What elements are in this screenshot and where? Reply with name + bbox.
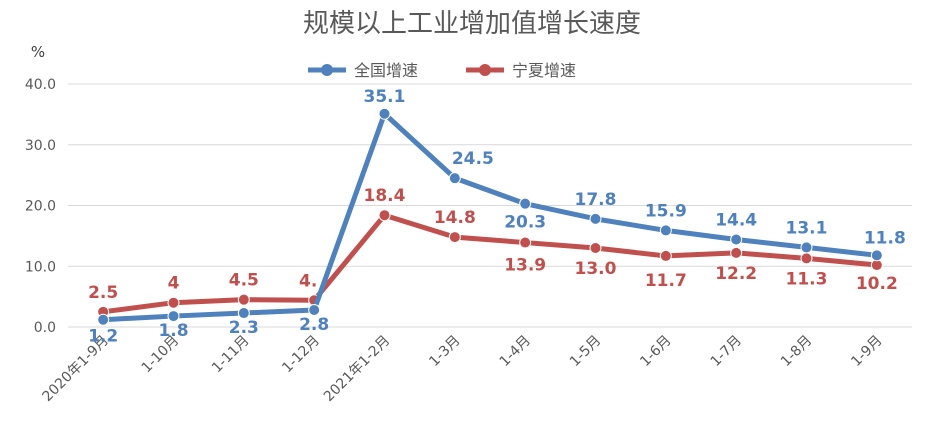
legend-swatch-marker (479, 64, 491, 76)
data-label: 24.5 (452, 149, 494, 169)
data-label: 2.8 (299, 315, 329, 335)
series-line (100, 212, 880, 315)
data-label: 10.2 (856, 274, 898, 294)
data-label: 18.4 (364, 186, 406, 206)
data-point (167, 310, 180, 323)
data-label: 2.3 (229, 318, 259, 338)
data-label: 4.5 (229, 271, 259, 291)
x-tick-label: 1-8月 (778, 333, 815, 370)
data-point (519, 236, 532, 249)
data-label: 15.9 (645, 201, 687, 221)
x-tick-label: 2021年1-2月 (321, 333, 393, 405)
legend-label: 宁夏增速 (512, 61, 576, 80)
data-label: 17.8 (575, 190, 617, 210)
y-tick-label: 40.0 (25, 77, 56, 93)
x-tick-label: 1-12月 (279, 333, 323, 377)
data-point (659, 249, 672, 262)
series-line (100, 111, 880, 323)
data-label: 11.7 (645, 271, 687, 291)
data-point (237, 293, 250, 306)
data-point (800, 252, 813, 265)
data-point (870, 249, 883, 262)
data-label: 14.4 (715, 211, 757, 231)
gridlines (68, 83, 912, 328)
legend-label: 全国增速 (354, 61, 418, 80)
data-label: 13.0 (575, 259, 617, 279)
data-point (589, 212, 602, 225)
y-tick-label: 20.0 (25, 199, 56, 215)
y-axis-unit: % (31, 43, 45, 61)
data-point (448, 172, 461, 185)
data-label: 13.1 (786, 218, 828, 238)
data-point (308, 303, 321, 316)
data-label: 11.3 (786, 269, 828, 289)
data-label: 20.3 (504, 213, 546, 233)
data-point (730, 246, 743, 259)
data-point (167, 296, 180, 309)
data-label: 35.1 (364, 87, 406, 107)
data-point (730, 233, 743, 246)
data-point (519, 197, 532, 210)
data-point (378, 209, 391, 222)
x-tick-label: 1-11月 (209, 333, 253, 377)
data-label: 12.2 (715, 264, 757, 284)
data-label: 4. (299, 271, 317, 291)
data-point (378, 107, 391, 120)
chart-title: 规模以上工业增加值增长速度 (303, 9, 641, 39)
data-labels: 1.2 1.8 2.3 2.8 35.1 24.5 20.3 17.8 15.9 14.4 13.1… (88, 87, 906, 347)
data-label: 4 (168, 274, 180, 294)
x-tick-label: 1-9月 (848, 333, 885, 370)
y-tick-label: 10.0 (25, 259, 56, 275)
legend: 全国增速 宁夏增速 (308, 61, 576, 80)
y-tick-label: 0.0 (34, 320, 56, 336)
x-tick-label: 1-7月 (708, 333, 745, 370)
series-lines (97, 107, 883, 326)
legend-swatch-marker (321, 64, 333, 76)
data-point (237, 307, 250, 320)
x-tick-label: 1-4月 (497, 333, 534, 370)
y-axis-ticks: 0.0 10.0 20.0 30.0 40.0 (25, 77, 56, 336)
x-tick-label: 1-5月 (567, 333, 604, 370)
data-point (97, 313, 110, 326)
data-label: 1.2 (88, 327, 118, 347)
data-label: 11.8 (864, 228, 906, 248)
x-tick-label: 1-6月 (637, 333, 674, 370)
data-label: 1.8 (158, 321, 188, 341)
data-point (659, 224, 672, 237)
data-point (800, 241, 813, 254)
data-label: 13.9 (504, 256, 546, 276)
data-point (448, 231, 461, 244)
data-label: 2.5 (88, 283, 118, 303)
data-label: 14.8 (434, 208, 476, 228)
data-point (589, 242, 602, 255)
x-tick-label: 1-3月 (426, 333, 463, 370)
y-tick-label: 30.0 (25, 138, 56, 154)
